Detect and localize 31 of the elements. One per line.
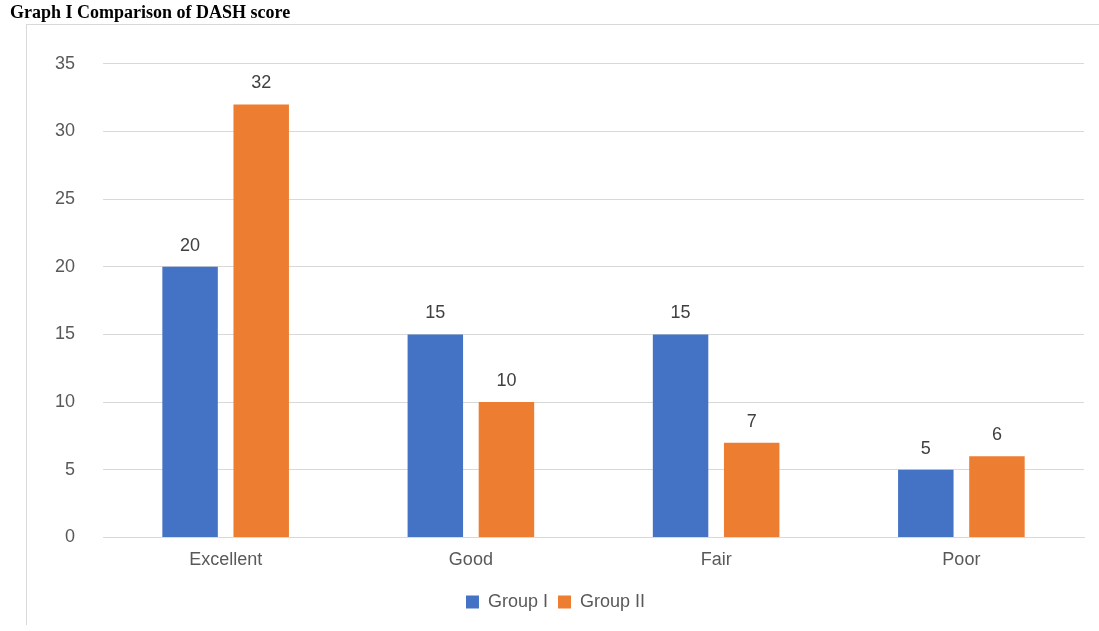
y-tick-label: 10 — [54, 391, 76, 412]
data-label: 15 — [425, 302, 446, 323]
y-tick-label: 20 — [54, 255, 76, 276]
bar — [233, 104, 289, 537]
x-tick-label: Excellent — [189, 549, 263, 570]
bar — [723, 442, 780, 537]
legend-label: Group II — [580, 590, 646, 611]
data-label: 15 — [670, 302, 691, 323]
y-tick-label: 5 — [65, 458, 76, 479]
data-label: 6 — [991, 424, 1002, 445]
bar — [162, 266, 218, 537]
data-label: 32 — [251, 72, 272, 93]
bar — [898, 469, 954, 537]
bar — [478, 402, 535, 537]
bar — [652, 334, 709, 537]
y-tick-label: 25 — [54, 188, 76, 209]
x-tick-label: Good — [448, 549, 493, 570]
y-tick-label: 15 — [54, 323, 76, 344]
y-tick-label: 35 — [54, 52, 76, 73]
data-label: 5 — [920, 437, 931, 458]
legend-label: Group I — [487, 590, 548, 611]
y-tick-label: 0 — [65, 526, 76, 547]
bar — [407, 334, 464, 537]
data-label: 10 — [496, 370, 517, 391]
x-tick-label: Fair — [700, 549, 732, 570]
x-tick-label: Poor — [942, 549, 981, 570]
y-tick-label: 30 — [54, 120, 76, 141]
data-label: 20 — [180, 234, 201, 255]
data-label: 7 — [746, 410, 757, 431]
bar — [969, 456, 1025, 537]
chart-title: Graph I Comparison of DASH score — [9, 1, 292, 24]
